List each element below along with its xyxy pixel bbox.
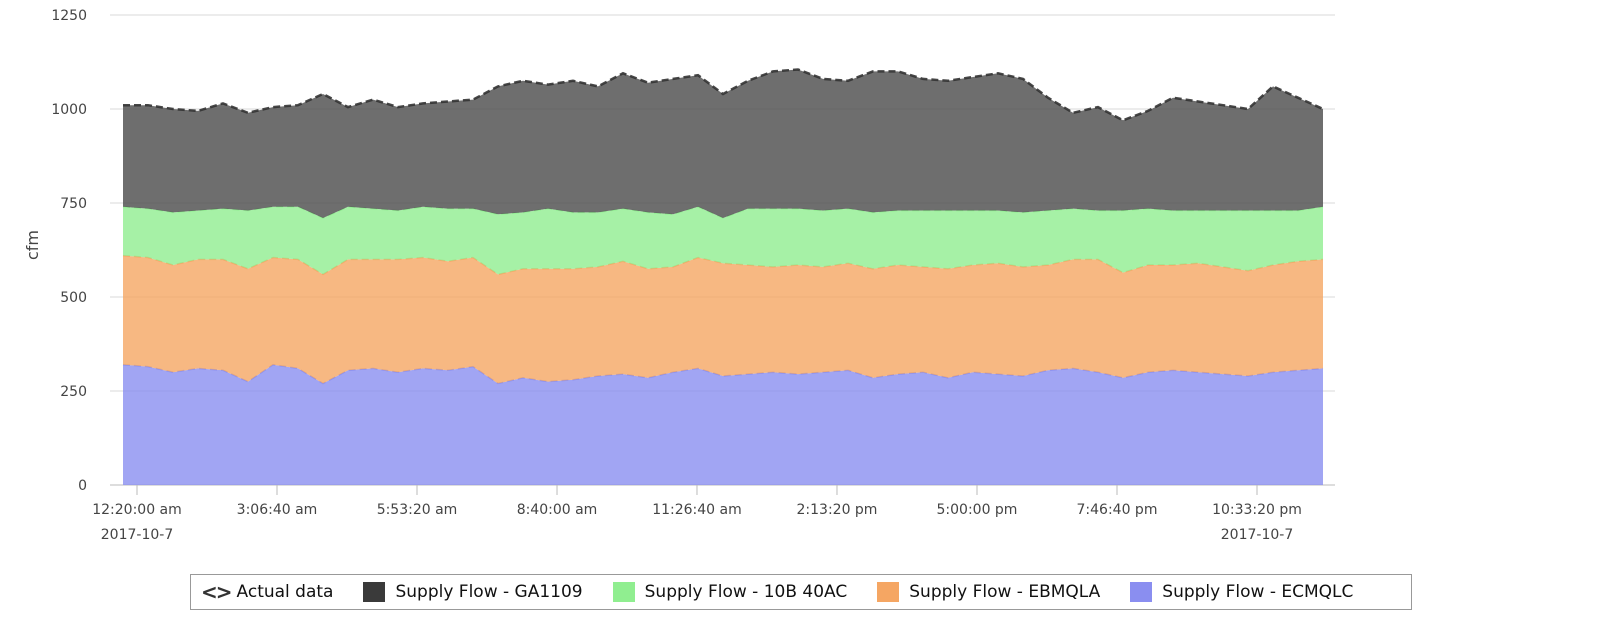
legend-item-ebmqla[interactable]: Supply Flow - EBMQLA	[877, 582, 1100, 602]
y-tick-label: 500	[60, 290, 87, 306]
series-area	[123, 255, 1323, 384]
legend: <> Actual data Supply Flow - GA1109 Supp…	[190, 574, 1412, 610]
x-tick-label: 8:40:00 am	[517, 502, 598, 518]
code-arrows-icon: <>	[201, 580, 232, 604]
y-tick-label: 250	[60, 384, 87, 400]
x-tick-label: 12:20:00 am	[92, 502, 182, 518]
legend-item-label: Supply Flow - 10B 40AC	[644, 582, 848, 602]
y-tick-label: 750	[60, 196, 87, 212]
legend-nav-label: Actual data	[236, 582, 334, 602]
legend-swatch	[612, 582, 635, 602]
legend-swatch	[1130, 582, 1153, 602]
legend-item-ecmqlc[interactable]: Supply Flow - ECMQLC	[1130, 582, 1353, 602]
legend-swatch	[363, 582, 386, 602]
x-axis: 12:20:00 am 2017-10-7 3:06:40 am 5:53:20 am…	[92, 485, 1302, 543]
y-tick-label: 1000	[51, 102, 87, 118]
x-tick-label: 3:06:40 am	[237, 502, 318, 518]
legend-nav-toggle[interactable]: <> Actual data	[201, 580, 333, 604]
x-tick-date-label: 2017-10-7	[1221, 527, 1293, 543]
y-axis-label: cfm	[23, 230, 42, 260]
x-tick-label: 2:13:20 pm	[797, 502, 878, 518]
series-line	[123, 68, 1324, 122]
series-area	[123, 364, 1323, 485]
x-tick-label: 5:00:00 pm	[937, 502, 1018, 518]
legend-item-10b40ac[interactable]: Supply Flow - 10B 40AC	[612, 582, 848, 602]
y-tick-label: 0	[78, 478, 87, 494]
y-tick-label: 1250	[51, 8, 87, 24]
legend-item-ga1109[interactable]: Supply Flow - GA1109	[363, 582, 583, 602]
legend-item-label: Supply Flow - ECMQLC	[1162, 582, 1354, 602]
y-axis: 0 250 500 750 1000 1250	[51, 8, 87, 494]
legend-item-label: Supply Flow - GA1109	[395, 582, 583, 602]
legend-item-label: Supply Flow - EBMQLA	[909, 582, 1101, 602]
x-tick-label: 7:46:40 pm	[1077, 502, 1158, 518]
x-tick-label: 10:33:20 pm	[1212, 502, 1302, 518]
x-tick-date-label: 2017-10-7	[101, 527, 173, 543]
series-areas	[122, 68, 1324, 485]
series-area	[123, 69, 1323, 218]
x-tick-label: 11:26:40 am	[652, 502, 742, 518]
series-area	[123, 206, 1323, 275]
stacked-area-chart: 0 250 500 750 1000 1250 12:20:00 am 2017-10-7 3…	[23, 8, 1335, 543]
x-tick-label: 5:53:20 am	[377, 502, 458, 518]
legend-swatch	[877, 582, 900, 602]
